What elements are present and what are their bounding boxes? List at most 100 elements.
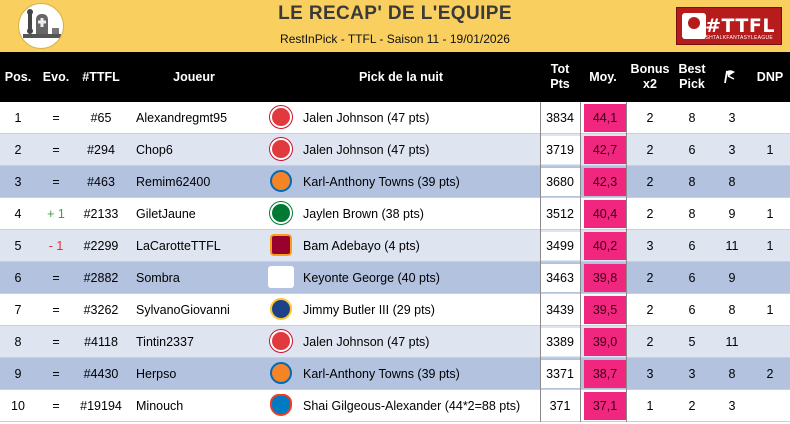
cell-pick: Jimmy Butler III (29 pts): [303, 303, 435, 317]
column-divider: [626, 262, 627, 294]
cell-tot: 3719: [540, 136, 580, 164]
column-divider: [626, 102, 627, 134]
cell-moy: 40,2: [584, 232, 626, 260]
cell-streak: 8: [728, 175, 736, 189]
cell-dnp: [750, 326, 790, 358]
cell-evo: =: [52, 399, 60, 413]
thunder-logo-icon: [270, 394, 292, 416]
celtics-logo-icon: [270, 202, 292, 224]
column-divider: [626, 358, 627, 390]
column-divider: [540, 166, 541, 198]
cell-tot: 3463: [540, 264, 580, 292]
col-rank: #TTFL: [82, 69, 120, 84]
cell-bonus: 3: [646, 367, 654, 381]
cell-dnp: [750, 166, 790, 198]
column-divider: [540, 358, 541, 390]
cell-pick: Jalen Johnson (47 pts): [303, 143, 430, 157]
cell-player: Remim62400: [136, 175, 211, 189]
cell-bonus: 2: [646, 175, 654, 189]
cell-pos: 3: [14, 175, 22, 189]
column-divider: [580, 166, 581, 198]
ttfl-logo-text: #TTFL: [705, 15, 775, 37]
cell-evo: =: [52, 271, 60, 285]
header-banner: LE RECAP' DE L'EQUIPE RestInPick - TTFL …: [0, 0, 790, 52]
cell-bonus: 1: [646, 399, 654, 413]
table-row: 8 = #4118 Tintin2337 Jalen Johnson (47 pts) 3…: [0, 326, 790, 358]
cell-pos: 5: [14, 239, 22, 253]
column-divider: [540, 294, 541, 326]
cell-moy: 38,7: [584, 360, 626, 388]
col-dnp: DNP: [756, 69, 784, 84]
cell-best: 3: [688, 367, 696, 381]
cell-tot: 3680: [540, 168, 580, 196]
column-divider: [540, 230, 541, 262]
col-tot: Tot Pts: [540, 52, 580, 102]
column-divider: [580, 326, 581, 358]
col-pos: Pos.: [4, 69, 32, 84]
column-divider: [580, 230, 581, 262]
cell-rank: #2133: [83, 207, 119, 221]
cell-evo: =: [52, 367, 60, 381]
page-title: LE RECAP' DE L'EQUIPE: [278, 3, 512, 24]
cell-best: 6: [688, 303, 696, 317]
cell-dnp: 1: [766, 207, 774, 221]
cell-tot: 3512: [540, 200, 580, 228]
cell-best: 6: [688, 143, 696, 157]
column-divider: [540, 326, 541, 358]
cell-bonus: 2: [646, 143, 654, 157]
cell-best: 6: [688, 271, 696, 285]
knicks-logo-icon: [270, 362, 292, 384]
cell-tot: 3389: [540, 328, 580, 356]
ttfl-mini-logo-icon: [682, 13, 706, 39]
cell-pick: Jaylen Brown (38 pts): [303, 207, 424, 221]
cell-bonus: 2: [646, 111, 654, 125]
cell-streak: 3: [728, 143, 736, 157]
cell-player: Herpso: [136, 367, 177, 381]
col-evo: Evo.: [42, 69, 70, 84]
table-row: 3 = #463 Remim62400 Karl-Anthony Towns (39 p…: [0, 166, 790, 198]
jazz-logo-icon: [268, 266, 294, 288]
table-row: 2 = #294 Chop6 Jalen Johnson (47 pts) 3719 42,…: [0, 134, 790, 166]
cell-pick: Karl-Anthony Towns (39 pts): [303, 175, 460, 189]
column-divider: [626, 134, 627, 166]
column-divider: [540, 134, 541, 166]
cell-bonus: 2: [646, 207, 654, 221]
col-best-line1: Best: [678, 62, 706, 76]
cell-evo: =: [52, 175, 60, 189]
column-divider: [626, 326, 627, 358]
cell-evo: =: [52, 303, 60, 317]
cell-dnp: 2: [766, 367, 774, 381]
column-divider: [580, 358, 581, 390]
cell-player: Chop6: [136, 143, 173, 157]
column-divider: [626, 390, 627, 422]
cell-pos: 10: [11, 399, 25, 413]
ttfl-logo: #TTFL TRASHTALKFANTASYLEAGUE: [676, 7, 782, 45]
cell-moy: 40,4: [584, 200, 626, 228]
cell-rank: #4118: [84, 335, 118, 349]
cell-tot: 371: [540, 392, 580, 420]
column-divider: [626, 294, 627, 326]
heat-logo-icon: [270, 234, 292, 256]
ttfl-logo-caption: TRASHTALKFANTASYLEAGUE: [694, 35, 773, 41]
col-pick: Pick de la nuit: [358, 69, 444, 84]
knicks-logo-icon: [270, 170, 292, 192]
cell-moy: 42,3: [584, 168, 626, 196]
team-logo: [18, 3, 64, 49]
warriors-logo-icon: [270, 298, 292, 320]
cell-best: 2: [688, 399, 696, 413]
cell-dnp: [750, 102, 790, 134]
cell-evo: =: [52, 335, 60, 349]
hawks-logo-icon: [270, 106, 292, 128]
col-tot-line2: Pts: [550, 77, 570, 91]
cell-rank: #3262: [83, 303, 119, 317]
col-best: Best Pick: [674, 52, 710, 102]
cell-pos: 6: [14, 271, 22, 285]
table-row: 6 = #2882 Sombra Keyonte George (40 pts) 3463…: [0, 262, 790, 294]
col-bonus: Bonus x2: [626, 52, 674, 102]
cell-pick: Keyonte George (40 pts): [303, 271, 440, 285]
cell-best: 8: [688, 111, 696, 125]
cell-rank: #294: [87, 143, 115, 157]
cell-bonus: 2: [646, 303, 654, 317]
cell-bonus: 2: [646, 271, 654, 285]
cell-evo: =: [52, 143, 60, 157]
